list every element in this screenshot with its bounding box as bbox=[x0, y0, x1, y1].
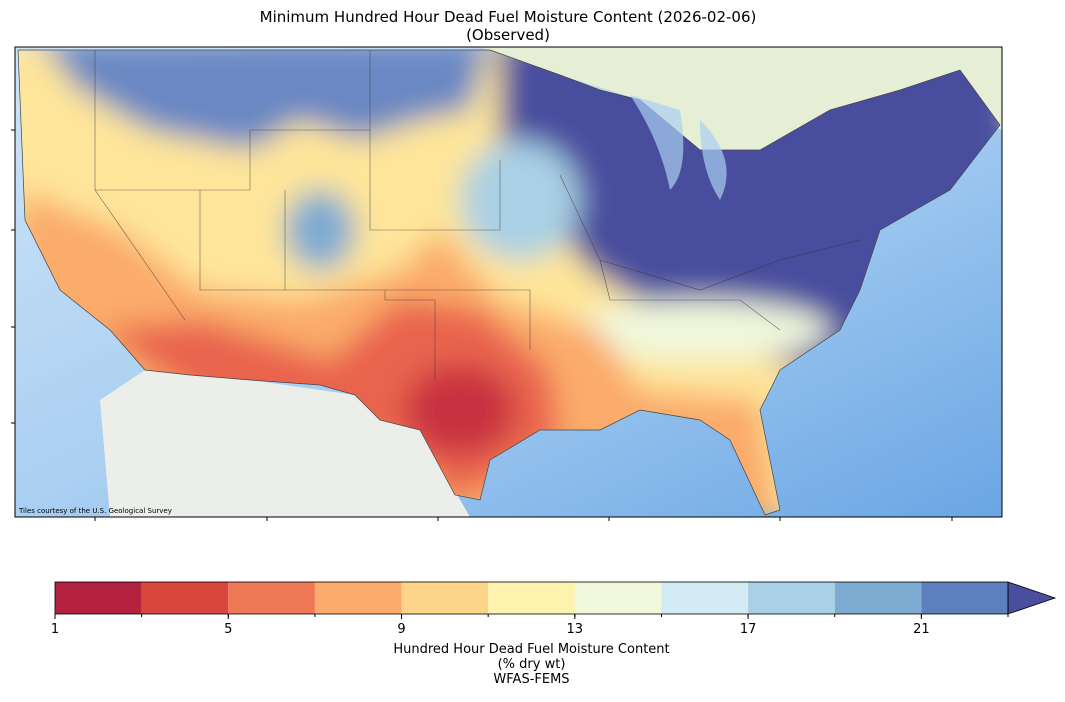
colorbar-extension bbox=[1007, 581, 1057, 615]
colorbar-label: (% dry wt) bbox=[498, 657, 566, 672]
colorbar-tick-label: 21 bbox=[913, 622, 930, 637]
colorbar-tick-label: 13 bbox=[567, 622, 584, 637]
colorbar-frame bbox=[54, 581, 1009, 615]
colorbar: 1 5 9 13 17 21 Hundred Hour Dead Fuel Moisture… bbox=[51, 581, 1057, 687]
colorbar-swatch bbox=[401, 582, 489, 614]
colorbar-swatch bbox=[228, 582, 315, 614]
colorbar-tick-label: 17 bbox=[740, 622, 757, 637]
colorbar-label: WFAS-FEMS bbox=[493, 672, 569, 687]
colorbar-swatch bbox=[921, 582, 1008, 614]
colorbar-swatch bbox=[141, 582, 229, 614]
colorbar-tick-label: 9 bbox=[397, 622, 405, 637]
colorbar-swatch bbox=[834, 582, 922, 614]
colorbar-swatch bbox=[748, 582, 835, 614]
colorbar-swatch bbox=[574, 582, 662, 614]
colorbar-tick-label: 1 bbox=[51, 622, 59, 637]
attribution: Tiles courtesy of the U.S. Geological Su… bbox=[18, 507, 172, 515]
map: Tiles courtesy of the U.S. Geological Su… bbox=[15, 47, 1002, 517]
colorbar-swatch bbox=[488, 582, 575, 614]
colorbar-tick-label: 5 bbox=[224, 622, 232, 637]
colorbar-swatch bbox=[314, 582, 402, 614]
map-axis-ticks bbox=[11, 129, 953, 521]
colorbar-label: Hundred Hour Dead Fuel Moisture Content bbox=[393, 642, 669, 657]
subtitle: (Observed) bbox=[466, 26, 550, 44]
colorbar-swatch bbox=[55, 582, 142, 614]
map-frame bbox=[14, 46, 1003, 518]
colorbar-swatch bbox=[661, 582, 749, 614]
title: Minimum Hundred Hour Dead Fuel Moisture … bbox=[260, 8, 757, 26]
